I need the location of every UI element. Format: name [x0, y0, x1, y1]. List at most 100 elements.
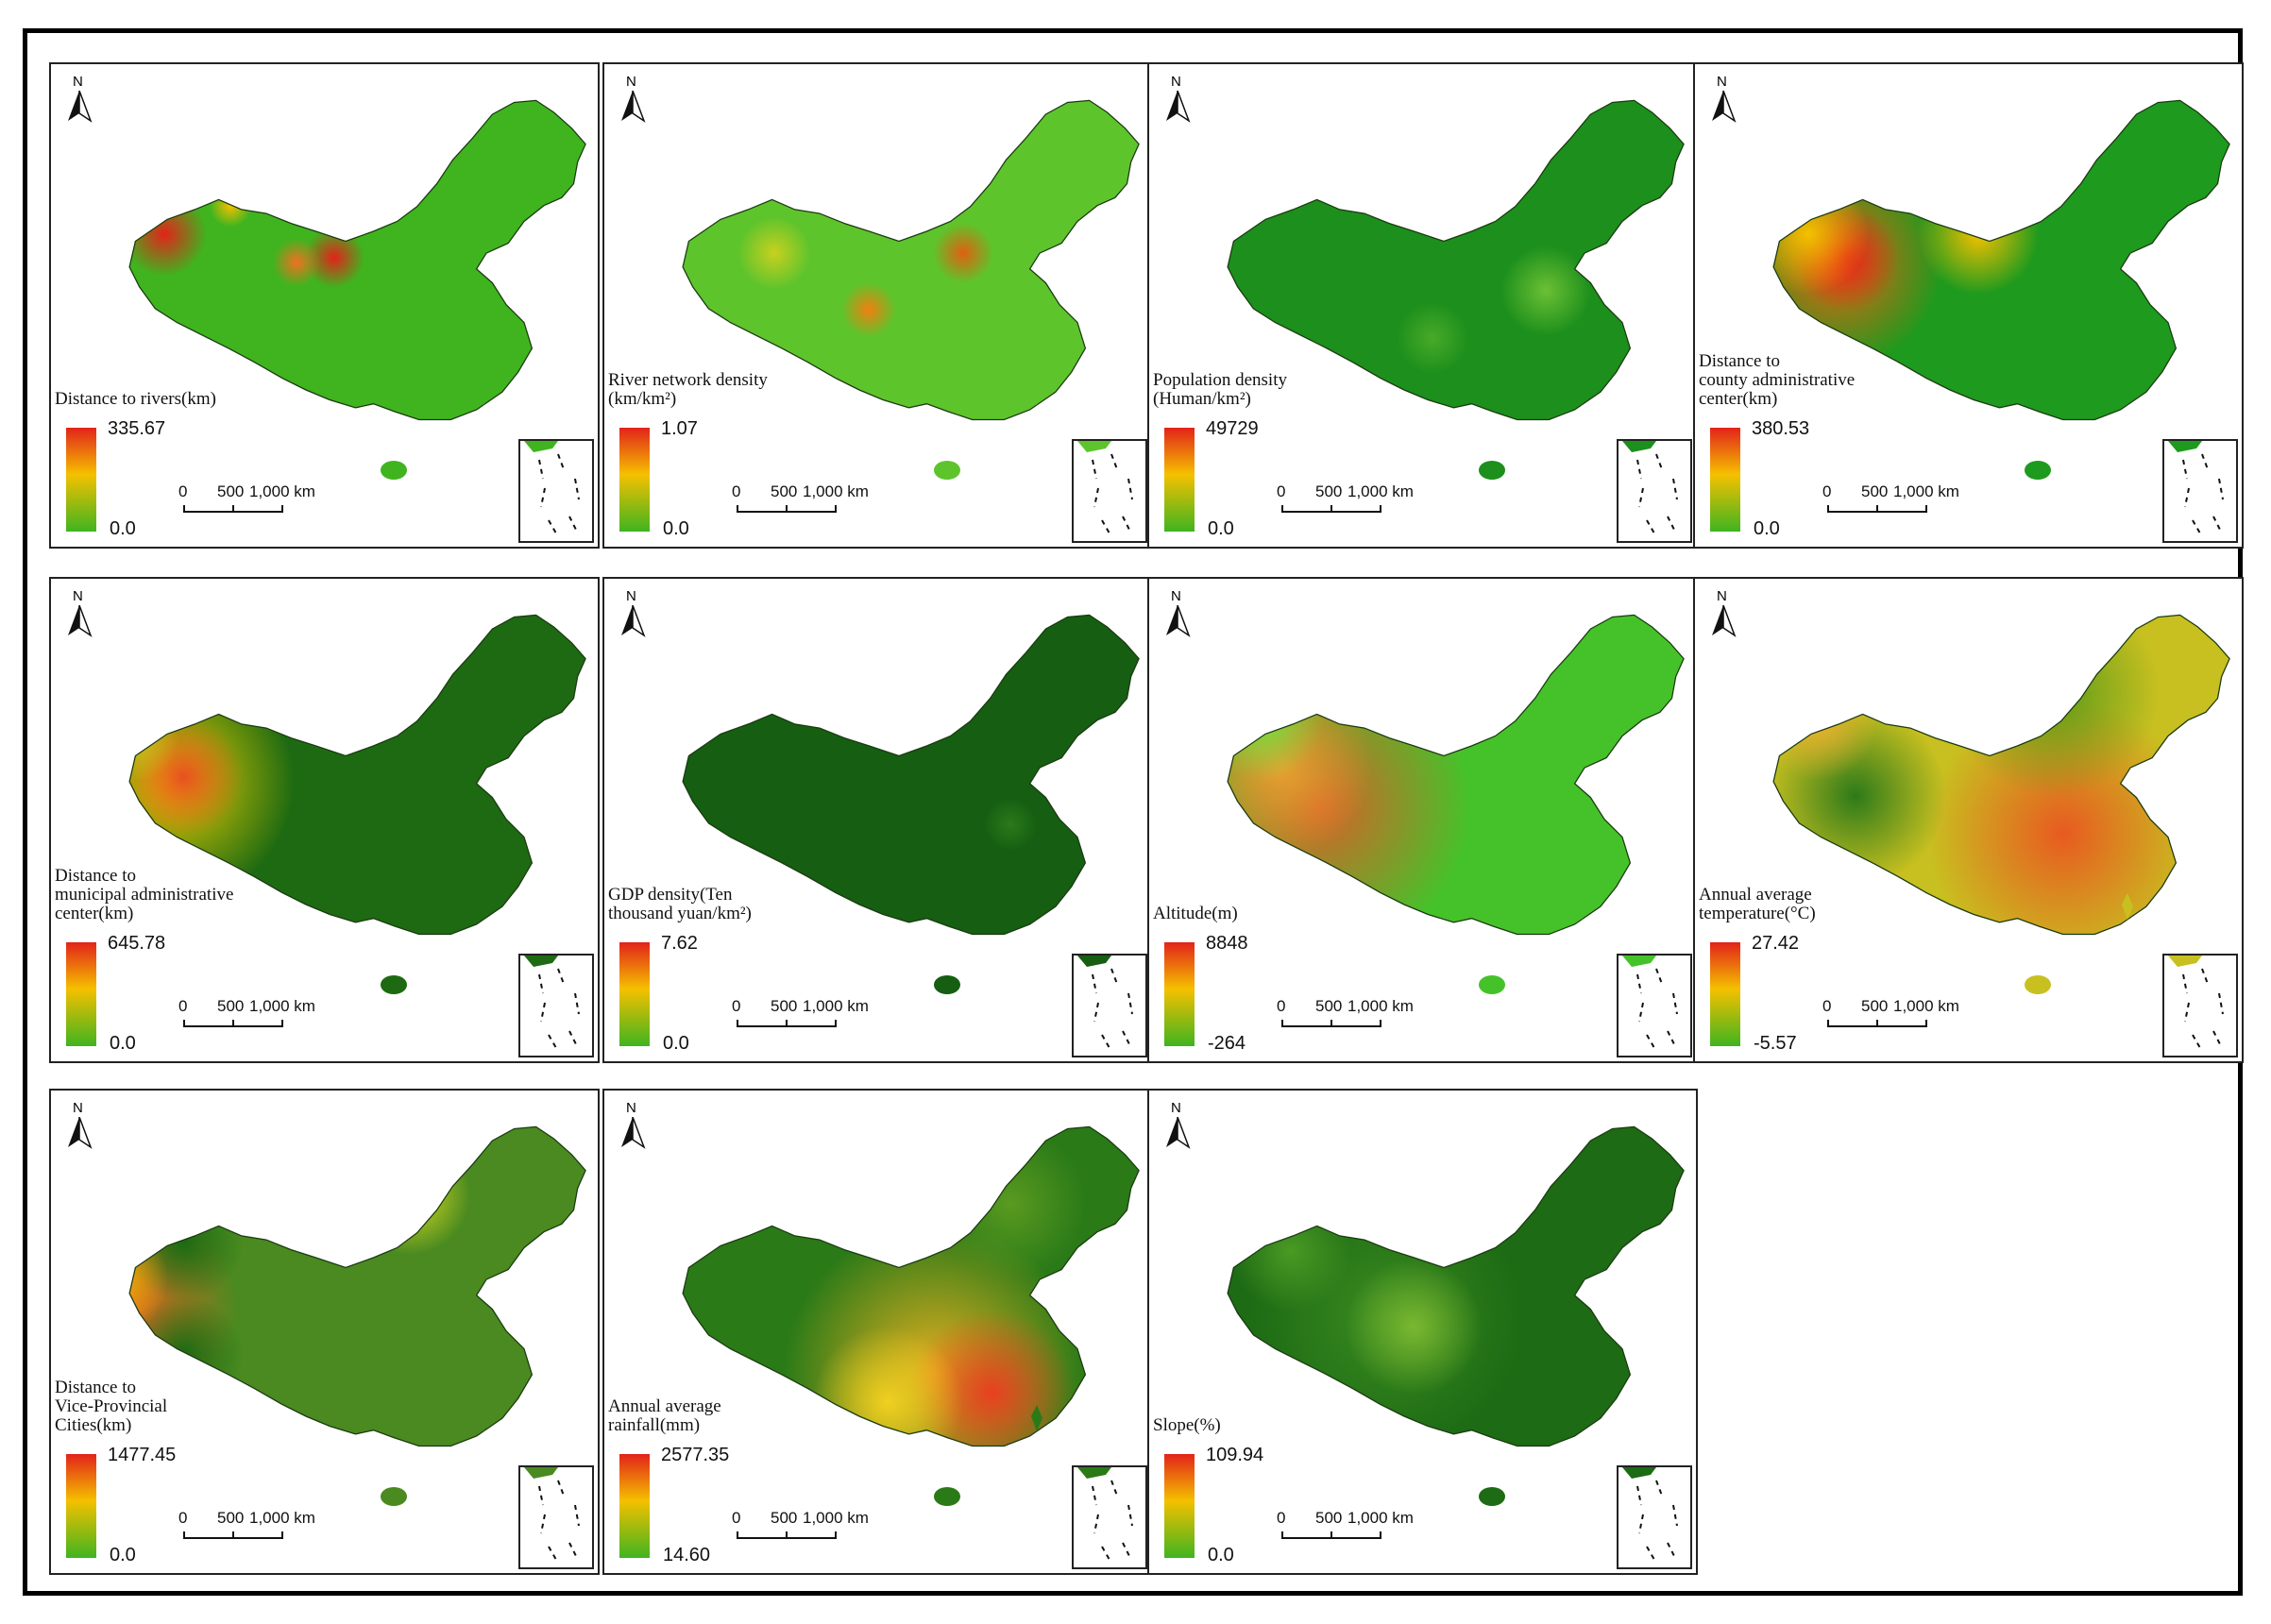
north-label: N: [73, 588, 83, 604]
scale-bar: 0 500 1,000 km: [178, 997, 315, 1031]
legend-max-value: 8848: [1206, 933, 1248, 954]
hainan-shape: [381, 461, 407, 480]
country-outline: [1772, 99, 2230, 421]
taiwan-shape: [1576, 893, 1587, 920]
scale-bar: 0 500 1,000 km: [732, 1509, 869, 1543]
north-arrow-icon: [621, 1117, 646, 1149]
map-panel: N Population density (Human/km²) 49729 0…: [1147, 62, 1698, 549]
legend-min-value: 0.0: [110, 1545, 136, 1565]
country-outline: [128, 1125, 586, 1447]
scale-end-label: 1,000 km: [249, 482, 315, 500]
legend-max-value: 27.42: [1752, 933, 1800, 954]
legend-color-ramp: [619, 1454, 650, 1558]
legend-max-value: 2577.35: [661, 1445, 730, 1465]
map-panel: N River network density (km/km²) 1.07 0.…: [602, 62, 1153, 549]
south-china-sea-inset: [518, 954, 594, 1057]
north-label: N: [73, 1100, 83, 1116]
china-map: [1227, 99, 1685, 480]
scale-mid-label: 500: [771, 482, 798, 500]
north-label: N: [626, 74, 636, 90]
taiwan-shape: [1031, 893, 1042, 920]
north-arrow: N: [1164, 588, 1191, 637]
scale-end-label: 1,000 km: [249, 1509, 315, 1527]
taiwan-shape: [478, 893, 489, 920]
scale-bar: 0 500 1,000 km: [178, 482, 315, 516]
north-arrow-icon: [1166, 1117, 1191, 1149]
north-arrow: N: [1164, 1100, 1191, 1149]
legend-min-value: 14.60: [663, 1545, 711, 1565]
taiwan-shape: [1576, 379, 1587, 405]
legend-title: Population density (Human/km²): [1153, 370, 1287, 409]
north-arrow-icon: [1166, 605, 1191, 637]
scale-bar: 0 500 1,000 km: [178, 1509, 315, 1543]
legend-title: Slope(%): [1153, 1415, 1221, 1435]
map-panel: N Annual average rainfall(mm) 2577.35 14…: [602, 1089, 1153, 1575]
north-label: N: [1717, 588, 1727, 604]
scale-zero-label: 0: [178, 482, 188, 500]
south-china-sea-inset: [1617, 439, 1692, 543]
south-china-sea-inset: [518, 439, 594, 543]
hainan-shape: [2025, 975, 2051, 994]
country-outline: [682, 99, 1140, 421]
china-map: [1772, 614, 2230, 994]
legend-min-value: 0.0: [663, 1033, 689, 1054]
map-panel: N Distance to Vice-Provincial Cities(km)…: [49, 1089, 600, 1575]
scale-bar: 0 500 1,000 km: [732, 997, 869, 1031]
scale-mid-label: 500: [1861, 997, 1889, 1015]
legend-color-ramp: [1710, 942, 1740, 1046]
north-arrow: N: [619, 74, 646, 123]
south-china-sea-inset: [2162, 954, 2238, 1057]
map-panel: N Distance to county administrative cent…: [1693, 62, 2244, 549]
legend-min-value: 0.0: [110, 518, 136, 539]
scale-mid-label: 500: [1315, 997, 1343, 1015]
south-china-sea-inset: [1617, 1465, 1692, 1569]
north-arrow: N: [1710, 74, 1737, 123]
north-arrow: N: [66, 1100, 93, 1149]
scale-end-label: 1,000 km: [1893, 997, 1959, 1015]
legend-min-value: -264: [1208, 1033, 1246, 1054]
scale-zero-label: 0: [1277, 997, 1286, 1015]
legend-min-value: 0.0: [1754, 518, 1780, 539]
taiwan-shape: [478, 1405, 489, 1431]
scale-zero-label: 0: [732, 482, 741, 500]
china-map: [1227, 614, 1685, 994]
legend-max-value: 7.62: [661, 933, 698, 954]
map-panel: N Distance to rivers(km) 335.67 0.0 0 50…: [49, 62, 600, 549]
legend-max-value: 380.53: [1752, 418, 1810, 439]
taiwan-shape: [1576, 1405, 1587, 1431]
scale-end-label: 1,000 km: [1347, 482, 1414, 500]
map-panel: N Annual average temperature(°C) 27.42 -…: [1693, 577, 2244, 1063]
legend-min-value: -5.57: [1754, 1033, 1797, 1054]
china-map: [682, 99, 1140, 480]
north-label: N: [73, 74, 83, 90]
china-map: [128, 99, 586, 480]
scale-zero-label: 0: [1277, 1509, 1286, 1527]
scale-mid-label: 500: [1861, 482, 1889, 500]
scale-mid-label: 500: [217, 482, 245, 500]
north-arrow-icon: [1166, 91, 1191, 123]
china-map: [128, 1125, 586, 1506]
legend-title: Distance to Vice-Provincial Cities(km): [55, 1378, 168, 1435]
north-arrow: N: [1164, 74, 1191, 123]
south-china-sea-inset: [1072, 954, 1147, 1057]
legend-title: Altitude(m): [1153, 904, 1238, 923]
legend-color-ramp: [1164, 1454, 1195, 1558]
legend-color-ramp: [66, 942, 96, 1046]
south-china-sea-inset: [1617, 954, 1692, 1057]
legend-max-value: 109.94: [1206, 1445, 1264, 1465]
north-arrow: N: [619, 588, 646, 637]
china-map: [682, 1125, 1140, 1506]
country-outline: [128, 99, 586, 421]
legend-max-value: 49729: [1206, 418, 1259, 439]
scale-mid-label: 500: [217, 997, 245, 1015]
taiwan-shape: [1031, 1405, 1042, 1431]
north-label: N: [1171, 74, 1181, 90]
north-label: N: [1171, 588, 1181, 604]
north-arrow-icon: [68, 91, 93, 123]
map-panel: N GDP density(Ten thousand yuan/km²) 7.6…: [602, 577, 1153, 1063]
hainan-shape: [934, 1487, 960, 1506]
legend-min-value: 0.0: [110, 1033, 136, 1054]
map-panel: N Distance to municipal administrative c…: [49, 577, 600, 1063]
hainan-shape: [934, 975, 960, 994]
scale-end-label: 1,000 km: [1347, 997, 1414, 1015]
